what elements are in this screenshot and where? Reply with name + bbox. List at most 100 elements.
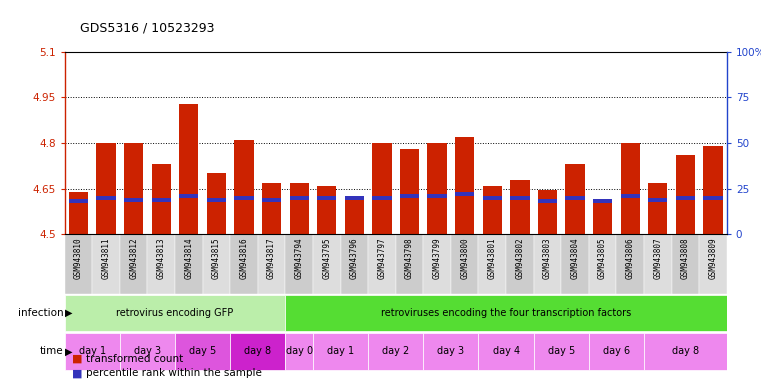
- Text: GSM943814: GSM943814: [184, 237, 193, 279]
- Bar: [479, 333, 533, 370]
- Text: day 1: day 1: [78, 346, 106, 356]
- Bar: [65, 333, 119, 370]
- Bar: [289, 196, 309, 200]
- Bar: [230, 333, 285, 370]
- Text: day 3: day 3: [134, 346, 161, 356]
- Text: GSM943809: GSM943809: [708, 237, 718, 279]
- Bar: [676, 155, 695, 234]
- Bar: [97, 143, 116, 234]
- Text: day 5: day 5: [189, 346, 216, 356]
- Bar: [703, 146, 723, 234]
- Bar: [451, 234, 479, 294]
- Bar: [565, 164, 584, 234]
- Bar: [561, 234, 589, 294]
- Bar: [341, 234, 368, 294]
- Bar: [151, 198, 171, 202]
- Bar: [234, 196, 253, 200]
- Bar: [151, 164, 171, 234]
- Text: retrovirus encoding GFP: retrovirus encoding GFP: [116, 308, 234, 318]
- Bar: [65, 295, 285, 331]
- Bar: [423, 333, 479, 370]
- Text: GSM943817: GSM943817: [267, 237, 276, 279]
- Text: day 0: day 0: [285, 346, 313, 356]
- Bar: [589, 234, 616, 294]
- Bar: [455, 192, 474, 196]
- Bar: [234, 140, 253, 234]
- Bar: [372, 143, 392, 234]
- Text: GSM943795: GSM943795: [322, 237, 331, 279]
- Bar: [317, 185, 336, 234]
- Bar: [428, 194, 447, 198]
- Bar: [313, 234, 340, 294]
- Text: GSM943798: GSM943798: [405, 237, 414, 279]
- Bar: [68, 192, 88, 234]
- Text: GSM943805: GSM943805: [598, 237, 607, 279]
- Bar: [648, 182, 667, 234]
- Bar: [510, 196, 530, 200]
- Bar: [124, 198, 143, 202]
- Bar: [285, 333, 313, 370]
- Bar: [124, 143, 143, 234]
- Text: transformed count: transformed count: [86, 354, 183, 364]
- Text: GSM943807: GSM943807: [653, 237, 662, 279]
- Bar: [175, 234, 202, 294]
- Text: day 2: day 2: [382, 346, 409, 356]
- Text: GSM943794: GSM943794: [295, 237, 304, 279]
- Bar: [97, 196, 116, 200]
- Bar: [258, 234, 285, 294]
- Bar: [479, 234, 506, 294]
- Text: GSM943810: GSM943810: [74, 237, 83, 279]
- Bar: [482, 185, 502, 234]
- Text: ▶: ▶: [65, 308, 73, 318]
- Bar: [179, 194, 199, 198]
- Bar: [428, 143, 447, 234]
- Bar: [313, 333, 368, 370]
- Text: GSM943800: GSM943800: [460, 237, 470, 279]
- Bar: [620, 194, 640, 198]
- Bar: [644, 234, 671, 294]
- Text: GSM943813: GSM943813: [157, 237, 166, 279]
- Text: ■: ■: [72, 354, 83, 364]
- Bar: [372, 196, 392, 200]
- Bar: [368, 333, 423, 370]
- Bar: [345, 196, 364, 200]
- Text: day 4: day 4: [492, 346, 520, 356]
- Bar: [262, 198, 282, 202]
- Bar: [65, 234, 92, 294]
- Text: day 6: day 6: [603, 346, 630, 356]
- Bar: [207, 174, 226, 234]
- Bar: [423, 234, 451, 294]
- Text: day 5: day 5: [548, 346, 575, 356]
- Text: GSM943801: GSM943801: [488, 237, 497, 279]
- Bar: [482, 196, 502, 200]
- Text: GSM943797: GSM943797: [377, 237, 387, 279]
- Text: GSM943803: GSM943803: [543, 237, 552, 279]
- Text: time: time: [40, 346, 63, 356]
- Bar: [648, 198, 667, 202]
- Text: day 8: day 8: [244, 346, 272, 356]
- Bar: [510, 180, 530, 234]
- Text: ■: ■: [72, 368, 83, 378]
- Bar: [230, 234, 258, 294]
- Bar: [589, 333, 644, 370]
- Text: GSM943804: GSM943804: [571, 237, 580, 279]
- Bar: [289, 182, 309, 234]
- Bar: [175, 333, 230, 370]
- Bar: [396, 234, 423, 294]
- Text: GSM943816: GSM943816: [240, 237, 249, 279]
- Text: day 3: day 3: [438, 346, 464, 356]
- Text: infection: infection: [18, 308, 63, 318]
- Text: GDS5316 / 10523293: GDS5316 / 10523293: [80, 21, 215, 34]
- Bar: [533, 333, 589, 370]
- Bar: [593, 199, 613, 204]
- Text: percentile rank within the sample: percentile rank within the sample: [86, 368, 262, 378]
- Bar: [593, 201, 613, 234]
- Text: day 8: day 8: [672, 346, 699, 356]
- Bar: [148, 234, 175, 294]
- Text: GSM943808: GSM943808: [681, 237, 690, 279]
- Bar: [533, 234, 561, 294]
- Bar: [671, 234, 699, 294]
- Bar: [285, 234, 313, 294]
- Text: GSM943802: GSM943802: [515, 237, 524, 279]
- Bar: [345, 198, 364, 234]
